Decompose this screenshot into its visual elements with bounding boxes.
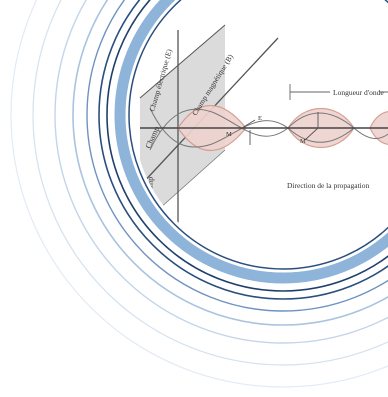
propagation-label: Direction de la propagation	[287, 181, 370, 190]
m-marker-label-2: M	[300, 138, 306, 145]
outer-rings	[10, 0, 388, 388]
ring-mid-2	[86, 0, 388, 312]
ring-faint-3	[54, 0, 388, 344]
m-marker-label-1: M	[226, 131, 232, 138]
ring-dark-2	[106, 0, 388, 292]
ring-faint-1	[10, 0, 388, 388]
ring-mid-1	[72, 0, 388, 326]
e-marker-label: E	[258, 115, 262, 122]
field-vectors	[241, 112, 319, 145]
ring-dark-1	[98, 0, 388, 300]
ring-inner-dark	[128, 0, 388, 270]
ring-faint-2	[32, 0, 388, 366]
lobe-3	[369, 111, 388, 145]
wave-diagram: Champ électrique (E) Champ magnétique (B…	[133, 0, 388, 265]
ring-thick	[114, 0, 388, 284]
wavelength-bracket	[289, 84, 388, 100]
wavelength-label: Longueur d'onde	[333, 88, 384, 97]
